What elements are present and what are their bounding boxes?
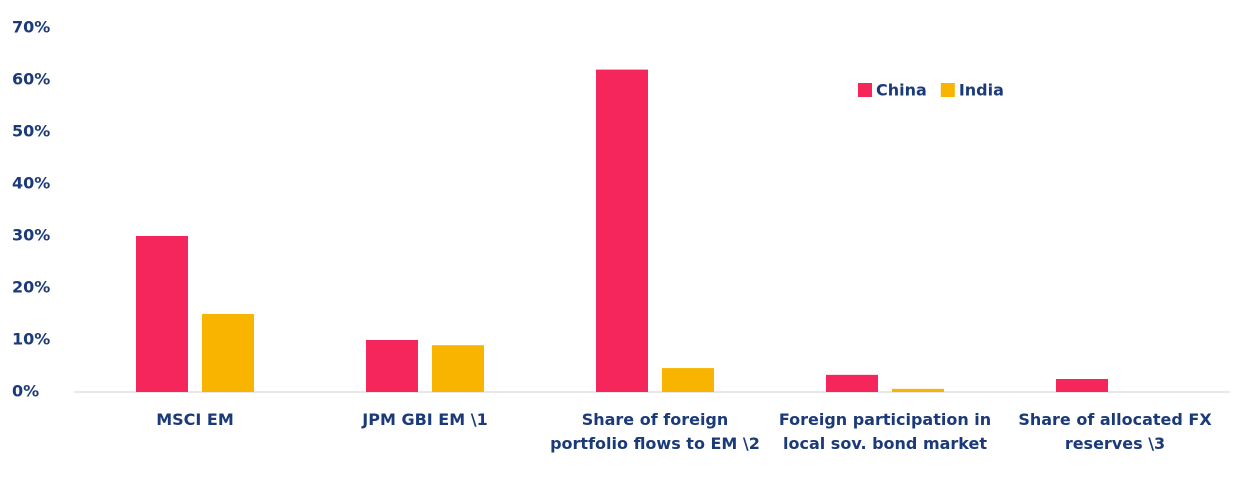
y-tick-label: 60%: [12, 70, 50, 89]
x-tick-label: JPM GBI EM \1: [362, 410, 488, 429]
bar: [432, 345, 484, 392]
x-tick-label: MSCI EM: [156, 410, 234, 429]
y-tick-label: 10%: [12, 330, 50, 349]
legend-swatch: [940, 83, 955, 97]
bar: [826, 374, 878, 392]
bar: [136, 236, 188, 392]
y-tick-label: 0%: [12, 382, 39, 401]
x-tick-label: Share of foreign portfolio flows to EM \…: [550, 410, 760, 453]
bar: [202, 314, 254, 392]
bar: [662, 368, 714, 392]
y-tick-label: 40%: [12, 174, 50, 193]
legend-label: China: [876, 81, 927, 100]
y-tick-label: 50%: [12, 122, 50, 141]
bar: [1056, 379, 1108, 392]
legend-swatch: [858, 83, 872, 97]
bar: [596, 69, 648, 392]
bar: [366, 340, 418, 392]
y-tick-label: 70%: [12, 18, 50, 37]
legend-label: India: [959, 81, 1004, 100]
y-tick-label: 20%: [12, 278, 50, 297]
x-tick-label: Foreign participation in local sov. bond…: [778, 410, 992, 453]
bar: [892, 388, 944, 392]
x-tick-label: Share of allocated FX reserves \3: [1018, 410, 1212, 453]
y-tick-label: 30%: [12, 226, 50, 245]
